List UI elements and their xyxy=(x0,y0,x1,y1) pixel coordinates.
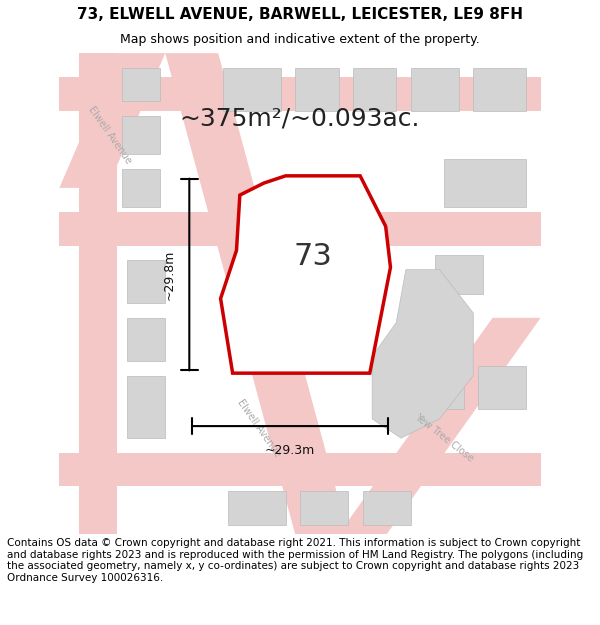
Text: 73: 73 xyxy=(293,242,332,271)
Text: Map shows position and indicative extent of the property.: Map shows position and indicative extent… xyxy=(120,33,480,46)
Polygon shape xyxy=(59,212,541,246)
Polygon shape xyxy=(372,270,473,438)
Polygon shape xyxy=(362,491,410,525)
Polygon shape xyxy=(127,376,165,438)
Polygon shape xyxy=(127,318,165,361)
Polygon shape xyxy=(165,53,348,534)
Polygon shape xyxy=(122,68,160,101)
Polygon shape xyxy=(228,491,286,525)
Text: ~29.3m: ~29.3m xyxy=(265,444,315,457)
Polygon shape xyxy=(353,68,396,111)
Text: Contains OS data © Crown copyright and database right 2021. This information is : Contains OS data © Crown copyright and d… xyxy=(7,538,583,582)
Text: 73, ELWELL AVENUE, BARWELL, LEICESTER, LE9 8FH: 73, ELWELL AVENUE, BARWELL, LEICESTER, L… xyxy=(77,8,523,22)
Polygon shape xyxy=(478,366,526,409)
Polygon shape xyxy=(338,318,541,534)
Polygon shape xyxy=(122,169,160,207)
Polygon shape xyxy=(406,366,464,409)
Polygon shape xyxy=(223,68,281,111)
Text: Yew Tree Close: Yew Tree Close xyxy=(413,412,476,464)
Polygon shape xyxy=(445,159,526,207)
Polygon shape xyxy=(59,53,165,188)
Text: ~375m²/~0.093ac.: ~375m²/~0.093ac. xyxy=(180,106,420,130)
Polygon shape xyxy=(59,452,541,486)
Polygon shape xyxy=(473,68,526,111)
Polygon shape xyxy=(79,53,117,534)
Polygon shape xyxy=(127,260,165,303)
Text: Elwell Avenue: Elwell Avenue xyxy=(86,104,133,166)
Polygon shape xyxy=(59,77,541,111)
Polygon shape xyxy=(221,176,391,373)
Text: Elwell Avenue: Elwell Avenue xyxy=(236,398,283,459)
Text: ~29.8m: ~29.8m xyxy=(163,249,176,299)
Polygon shape xyxy=(435,255,483,294)
Polygon shape xyxy=(122,116,160,154)
Polygon shape xyxy=(300,491,348,525)
Polygon shape xyxy=(295,68,338,111)
Polygon shape xyxy=(410,68,459,111)
